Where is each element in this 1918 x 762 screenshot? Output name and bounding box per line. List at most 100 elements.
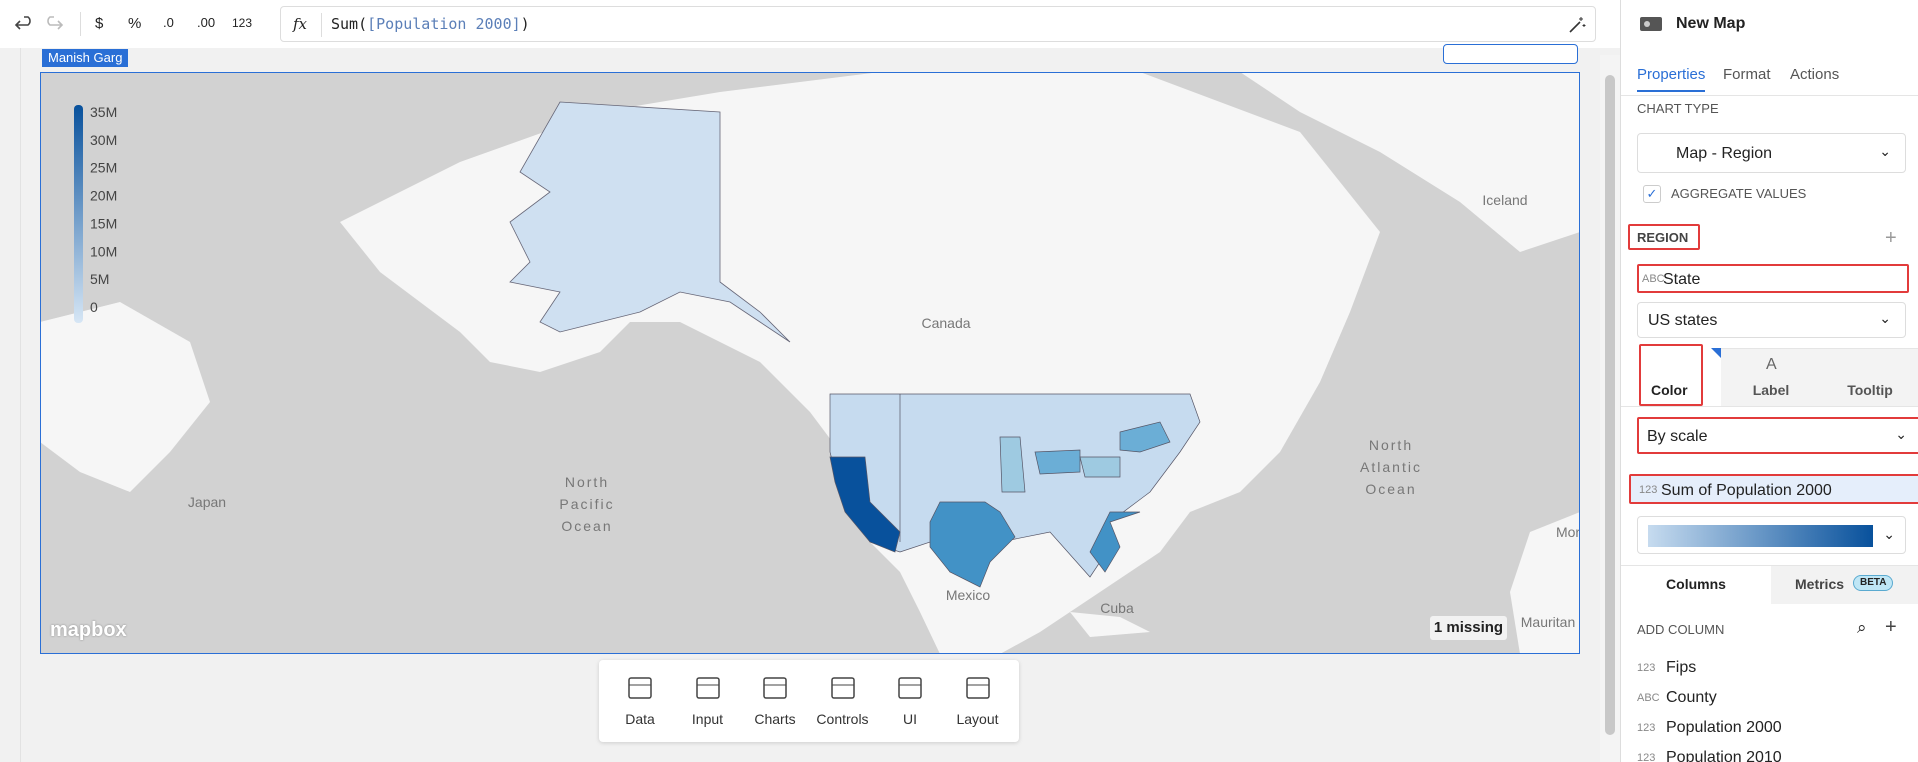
map-label: Mor: [1556, 524, 1580, 540]
map-label: Pacific: [559, 496, 614, 512]
properties-panel: New Map Properties Format Actions CHART …: [1620, 0, 1918, 762]
element-actions[interactable]: [1443, 44, 1578, 64]
column-name[interactable]: Fips: [1666, 659, 1697, 676]
format-button[interactable]: .0: [163, 15, 174, 30]
decor: 123: [1639, 484, 1658, 496]
dock-label: Controls: [816, 711, 869, 727]
dock-icon: [695, 677, 720, 699]
decor: [829, 456, 901, 553]
decor: Sum of Population 2000: [1661, 482, 1832, 499]
metrics-tab[interactable]: Metrics: [1795, 576, 1845, 592]
selection-frame: [40, 72, 1580, 654]
dock-item[interactable]: Layout: [945, 660, 1011, 742]
dock-item[interactable]: Data: [607, 660, 673, 742]
decor: [1639, 344, 1703, 406]
decor: State: [1663, 271, 1701, 288]
scrollbar[interactable]: [1600, 55, 1620, 762]
decor: [1569, 21, 1581, 33]
tab[interactable]: Actions: [1790, 66, 1840, 83]
color-mode-select[interactable]: By scale ⌄: [1637, 417, 1918, 454]
section-label: CHART TYPE: [1637, 101, 1719, 116]
legend-label: 10M: [90, 243, 117, 259]
region-field[interactable]: ABC State: [1637, 264, 1909, 293]
column-type: ABC: [1637, 692, 1660, 704]
decor: [830, 677, 855, 699]
dock: Data Input Charts Controls UI Layout: [599, 660, 1019, 742]
decor: [999, 436, 1026, 493]
decor: [509, 101, 791, 343]
columns-tab[interactable]: Columns: [1666, 576, 1726, 592]
undo-redo[interactable]: [14, 13, 64, 35]
decor: [829, 393, 1201, 588]
chart-type-select[interactable]: Map - Region ⌄: [1637, 133, 1906, 173]
formula-bar[interactable]: fx Sum([Population 2000]): [280, 6, 1596, 42]
decor: [1579, 17, 1586, 27]
map-label: North: [565, 474, 609, 490]
dock-label: Layout: [956, 711, 999, 727]
beta-badge: BETA: [1853, 575, 1894, 591]
decor: [47, 16, 64, 30]
column-type: 123: [1637, 752, 1656, 762]
formula: Sum([Population 2000]): [331, 17, 530, 32]
map-icon: [1640, 17, 1662, 31]
decor: [1621, 348, 1721, 406]
decor: [929, 501, 1016, 588]
map-label: Mexico: [946, 587, 991, 603]
add-button[interactable]: +: [1885, 616, 1897, 638]
format-button[interactable]: $: [95, 15, 104, 32]
decor: [40, 302, 210, 492]
tab[interactable]: Format: [1723, 66, 1771, 83]
decor: [1089, 511, 1141, 573]
decor: [1648, 525, 1873, 547]
decor: ⌄: [1883, 526, 1895, 542]
dock-item[interactable]: UI: [877, 660, 943, 742]
mapbox-logo: mapbox: [50, 619, 127, 641]
decor: [20, 48, 21, 762]
encoding-tab[interactable]: Tooltip: [1847, 382, 1893, 398]
formula-field: [Population 2000]: [367, 15, 521, 33]
dock-label: Charts: [754, 711, 796, 727]
format-button[interactable]: 123: [232, 16, 253, 30]
decor: ABC: [1642, 273, 1665, 285]
map-label: Cuba: [1100, 600, 1134, 616]
encoding-tab[interactable]: Color: [1651, 382, 1688, 398]
decor: [1621, 565, 1771, 604]
column-type: 123: [1637, 722, 1656, 734]
dock-item[interactable]: Input: [675, 660, 741, 742]
decor: [898, 677, 922, 699]
legend-label: 0: [90, 299, 98, 315]
format-button[interactable]: .00: [197, 15, 216, 30]
aggregate-checkbox[interactable]: ✓: [1643, 185, 1661, 203]
dock-item[interactable]: Charts: [742, 660, 808, 742]
map-label: Mauritan: [1521, 614, 1575, 630]
dock-item[interactable]: Controls: [810, 660, 876, 742]
search-button[interactable]: ⌕: [1857, 618, 1867, 637]
decor: By scale: [1647, 428, 1708, 445]
column-name[interactable]: County: [1666, 689, 1717, 706]
palette-select[interactable]: ⌄: [1637, 516, 1906, 554]
tab[interactable]: Properties: [1637, 66, 1706, 83]
map-label: Iceland: [1482, 192, 1527, 208]
format-button[interactable]: %: [128, 15, 142, 32]
color-field[interactable]: 123 Sum of Population 2000: [1629, 474, 1918, 504]
map-label: North: [1369, 437, 1413, 453]
encoding-tab[interactable]: Label: [1752, 382, 1790, 398]
decor: [1771, 565, 1918, 604]
missing-badge[interactable]: 1 missing: [1430, 616, 1507, 640]
panel-title: New Map: [1676, 15, 1746, 32]
decor: [1119, 421, 1171, 453]
region-set-select[interactable]: US states ⌄: [1637, 302, 1906, 338]
dock-icon: [628, 677, 652, 699]
column-name[interactable]: Population 2000: [1666, 719, 1782, 736]
dock-label: UI: [903, 711, 917, 727]
decor: [1510, 512, 1580, 654]
decor: [1621, 95, 1918, 96]
ai-icon[interactable]: [1567, 15, 1587, 35]
map-label: Canada: [921, 315, 970, 331]
column-name[interactable]: Population 2010: [1666, 749, 1782, 762]
decor: [1070, 612, 1150, 637]
decor: [321, 13, 322, 37]
add-button[interactable]: +: [1885, 227, 1897, 249]
decor: [1605, 75, 1615, 735]
